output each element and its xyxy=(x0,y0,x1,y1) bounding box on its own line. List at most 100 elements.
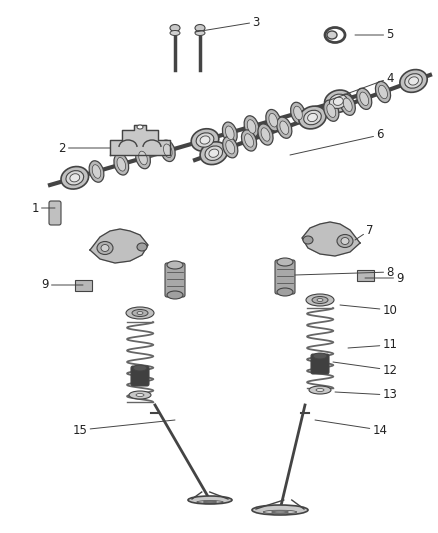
Text: 1: 1 xyxy=(31,201,55,214)
FancyBboxPatch shape xyxy=(275,260,295,294)
Text: 3: 3 xyxy=(195,15,260,32)
Ellipse shape xyxy=(191,129,219,151)
Ellipse shape xyxy=(337,235,353,247)
Ellipse shape xyxy=(317,298,323,302)
FancyBboxPatch shape xyxy=(311,354,329,374)
Ellipse shape xyxy=(89,161,104,182)
Ellipse shape xyxy=(313,353,327,359)
Ellipse shape xyxy=(205,146,223,160)
Ellipse shape xyxy=(329,94,347,109)
Ellipse shape xyxy=(375,82,391,103)
Ellipse shape xyxy=(324,100,339,122)
FancyBboxPatch shape xyxy=(131,366,149,386)
Ellipse shape xyxy=(290,102,305,124)
Ellipse shape xyxy=(244,134,254,147)
Text: 8: 8 xyxy=(295,265,394,279)
Ellipse shape xyxy=(378,85,388,99)
Ellipse shape xyxy=(341,238,349,245)
Ellipse shape xyxy=(357,88,372,109)
Ellipse shape xyxy=(97,241,113,254)
Ellipse shape xyxy=(400,70,427,92)
Ellipse shape xyxy=(277,258,293,266)
Ellipse shape xyxy=(223,136,238,158)
Ellipse shape xyxy=(195,25,205,31)
Ellipse shape xyxy=(223,122,237,143)
Text: 9: 9 xyxy=(41,279,83,292)
Ellipse shape xyxy=(261,128,270,141)
Ellipse shape xyxy=(170,25,180,31)
Ellipse shape xyxy=(343,98,352,111)
Ellipse shape xyxy=(244,116,259,137)
Ellipse shape xyxy=(409,77,418,85)
Text: 4: 4 xyxy=(330,71,394,100)
Text: 9: 9 xyxy=(365,271,404,285)
Ellipse shape xyxy=(92,165,101,179)
Ellipse shape xyxy=(188,496,232,504)
Text: 11: 11 xyxy=(348,338,398,351)
Ellipse shape xyxy=(139,151,147,165)
Ellipse shape xyxy=(167,261,183,269)
Ellipse shape xyxy=(258,124,273,145)
Ellipse shape xyxy=(294,106,302,120)
Ellipse shape xyxy=(340,94,355,115)
Ellipse shape xyxy=(160,140,175,161)
Ellipse shape xyxy=(70,174,80,182)
Ellipse shape xyxy=(137,243,147,251)
Ellipse shape xyxy=(129,391,151,399)
Ellipse shape xyxy=(200,136,210,144)
Ellipse shape xyxy=(277,288,293,296)
Ellipse shape xyxy=(137,125,143,129)
Ellipse shape xyxy=(241,130,257,151)
Ellipse shape xyxy=(309,386,331,394)
Ellipse shape xyxy=(196,133,214,147)
Text: 10: 10 xyxy=(340,303,397,317)
FancyBboxPatch shape xyxy=(49,201,61,225)
Ellipse shape xyxy=(307,114,318,122)
Ellipse shape xyxy=(226,126,234,140)
Ellipse shape xyxy=(61,166,88,189)
Ellipse shape xyxy=(333,97,343,106)
Ellipse shape xyxy=(405,74,422,88)
Polygon shape xyxy=(110,125,170,155)
Ellipse shape xyxy=(136,147,150,169)
Ellipse shape xyxy=(126,307,154,319)
Ellipse shape xyxy=(133,365,147,371)
Ellipse shape xyxy=(303,236,313,244)
Text: 15: 15 xyxy=(73,420,175,437)
Ellipse shape xyxy=(266,109,281,131)
Ellipse shape xyxy=(167,291,183,299)
Ellipse shape xyxy=(277,117,292,139)
Ellipse shape xyxy=(280,121,289,134)
Ellipse shape xyxy=(269,114,278,127)
Ellipse shape xyxy=(325,90,352,112)
Ellipse shape xyxy=(226,141,235,154)
Ellipse shape xyxy=(114,154,129,175)
Ellipse shape xyxy=(137,311,143,314)
Ellipse shape xyxy=(312,296,328,303)
Text: 7: 7 xyxy=(355,223,374,240)
Ellipse shape xyxy=(327,104,336,117)
Ellipse shape xyxy=(304,110,321,125)
Text: 5: 5 xyxy=(355,28,394,42)
Ellipse shape xyxy=(360,92,369,106)
Ellipse shape xyxy=(136,393,144,397)
Ellipse shape xyxy=(200,142,227,165)
Ellipse shape xyxy=(132,310,148,317)
Ellipse shape xyxy=(327,31,337,39)
Text: 12: 12 xyxy=(333,362,398,376)
Ellipse shape xyxy=(247,120,256,133)
Ellipse shape xyxy=(316,389,324,392)
Polygon shape xyxy=(302,222,360,256)
Ellipse shape xyxy=(163,144,172,158)
Ellipse shape xyxy=(252,505,308,515)
Text: 14: 14 xyxy=(315,420,388,437)
FancyBboxPatch shape xyxy=(165,263,185,297)
Text: 2: 2 xyxy=(58,141,110,155)
Ellipse shape xyxy=(101,245,109,252)
FancyBboxPatch shape xyxy=(357,270,374,280)
Ellipse shape xyxy=(66,171,84,185)
Polygon shape xyxy=(90,229,148,263)
Ellipse shape xyxy=(306,294,334,306)
Text: 6: 6 xyxy=(290,128,384,155)
FancyBboxPatch shape xyxy=(74,279,92,290)
